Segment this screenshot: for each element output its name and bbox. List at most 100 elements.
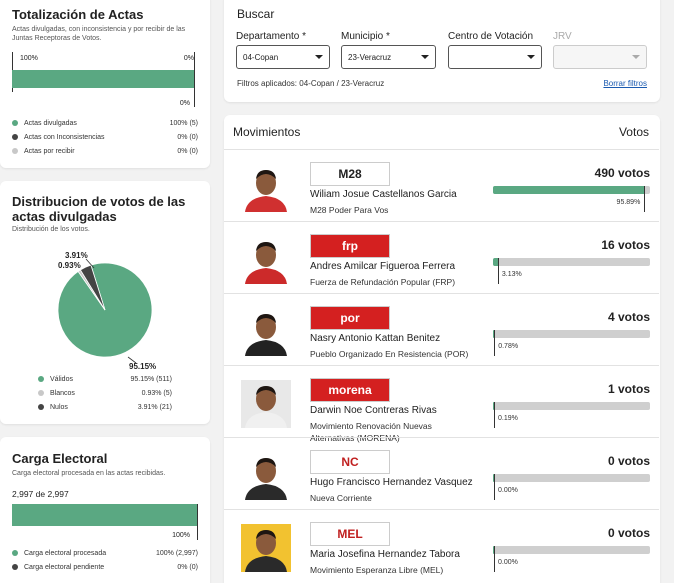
actas-title: Totalización de Actas — [12, 7, 144, 22]
candidate-photo — [241, 308, 291, 356]
candidate-row[interactable]: NC Hugo Francisco Hernandez Vasquez Nuev… — [224, 437, 659, 509]
candidate-party: Movimiento Esperanza Libre (MEL) — [310, 565, 444, 575]
legend-label: Blancos — [50, 389, 75, 397]
candidate-vote-bar-fill — [493, 402, 494, 410]
legend-value: 0.93% (5) — [141, 389, 172, 397]
candidate-row[interactable]: MEL Maria Josefina Hernandez Tabora Movi… — [224, 509, 659, 581]
chevron-down-icon — [315, 55, 323, 59]
municipio-value: 23-Veracruz — [348, 52, 392, 62]
candidate-bar-marker — [494, 546, 495, 572]
candidate-name: Wiliam Josue Castellanos Garcia — [310, 189, 457, 200]
actas-right-label: 0% — [183, 55, 194, 62]
candidate-name: Darwin Noe Contreras Rivas — [310, 405, 437, 416]
actas-progress-fill — [12, 70, 194, 88]
candidate-name: Maria Josefina Hernandez Tabora — [310, 549, 460, 560]
pie-leader-line — [85, 258, 95, 269]
legend-label: Actas divulgadas — [24, 119, 77, 127]
buscar-title: Buscar — [237, 7, 275, 21]
candidate-row[interactable]: por Nasry Antonio Kattan Benitez Pueblo … — [224, 293, 659, 365]
municipio-label: Municipio * — [341, 31, 390, 42]
candidate-row[interactable]: morena Darwin Noe Contreras Rivas Movimi… — [224, 365, 659, 443]
candidate-vote-bar-fill — [493, 186, 644, 194]
borrar-filtros-link[interactable]: Borrar filtros — [603, 79, 647, 88]
actas-legend-item[interactable]: Actas con Inconsistencias 0% (0) — [12, 130, 198, 144]
candidate-vote-bar-fill — [493, 330, 495, 338]
candidate-vote-bar-fill — [493, 546, 494, 554]
chevron-down-icon — [632, 55, 640, 59]
actas-marker-right — [194, 52, 195, 107]
party-logo-text: morena — [328, 383, 372, 397]
distribucion-legend-item[interactable]: Válidos 95.15% (511) — [38, 372, 172, 386]
pie-slice-nulos[interactable] — [79, 264, 106, 311]
carga-card: Carga Electoral Carga electoral procesad… — [0, 437, 210, 583]
party-logo: morena — [310, 378, 390, 402]
carga-legend: Carga electoral procesada 100% (2,997) Car… — [12, 546, 198, 574]
person-avatar-icon — [245, 242, 287, 284]
jrv-select[interactable] — [553, 45, 647, 69]
jrv-label: JRV — [553, 31, 572, 42]
candidate-bar-marker — [497, 258, 499, 284]
candidate-row[interactable]: frp Andres Amilcar Figueroa Ferrera Fuer… — [224, 221, 659, 293]
pie-leader-line-validos — [127, 356, 137, 364]
candidate-bar-marker — [494, 474, 495, 500]
distribucion-subtitle: Distribución de los votos. — [12, 226, 90, 233]
actas-legend: Actas divulgadas 100% (5) Actas con Incons… — [12, 116, 198, 158]
pie-label-blancos: 3.91% — [65, 251, 88, 260]
party-logo: por — [310, 306, 390, 330]
candidate-bar-marker — [643, 186, 645, 212]
legend-dot-icon — [38, 390, 44, 396]
movimientos-title: Movimientos — [233, 125, 301, 139]
candidate-party: Fuerza de Refundación Popular (FRP) — [310, 277, 456, 287]
centro-select[interactable] — [448, 45, 542, 69]
candidate-vote-bar — [493, 546, 650, 554]
actas-legend-item[interactable]: Actas divulgadas 100% (5) — [12, 116, 198, 130]
votos-header: Votos — [618, 125, 649, 139]
legend-value: 100% (5) — [169, 119, 198, 127]
departamento-select[interactable]: 04-Copan — [236, 45, 330, 69]
candidate-votes: 1 votos — [607, 382, 650, 396]
candidate-percent: 3.13% — [501, 271, 522, 278]
actas-progress-bar — [12, 70, 194, 88]
party-logo-text: NC — [341, 455, 359, 469]
carga-marker — [197, 504, 198, 540]
legend-label: Carga electoral procesada — [24, 549, 107, 557]
carga-legend-item[interactable]: Carga electoral procesada 100% (2,997) — [12, 546, 198, 560]
legend-value: 0% (0) — [177, 563, 198, 571]
carga-bottom-label: 100% — [172, 532, 190, 539]
candidate-name: Hugo Francisco Hernandez Vasquez — [310, 477, 473, 488]
candidate-row[interactable]: M28 Wiliam Josue Castellanos Garcia M28 … — [224, 149, 659, 221]
candidate-photo — [241, 164, 291, 212]
centro-label: Centro de Votación — [448, 31, 534, 42]
candidate-bar-marker — [494, 330, 496, 356]
legend-dot-icon — [12, 148, 18, 154]
distribucion-legend-item[interactable]: Blancos 0.93% (5) — [38, 386, 172, 400]
legend-label: Carga electoral pendiente — [24, 563, 105, 571]
filtros-value: 04-Copan / 23-Veracruz — [299, 79, 385, 88]
candidate-vote-bar — [493, 474, 650, 482]
municipio-select[interactable]: 23-Veracruz — [341, 45, 436, 69]
candidate-votes: 4 votos — [607, 310, 650, 324]
candidate-party: Nueva Corriente — [310, 493, 372, 503]
legend-label: Actas con Inconsistencias — [24, 133, 105, 141]
party-logo-text: frp — [342, 239, 358, 253]
carga-count: 2,997 de 2,997 — [12, 489, 69, 499]
chevron-down-icon — [421, 55, 429, 59]
chevron-down-icon — [527, 55, 535, 59]
candidate-party: Movimiento Renovación Nuevas Alternativa… — [310, 421, 432, 443]
candidate-vote-bar — [493, 186, 650, 194]
actas-legend-item[interactable]: Actas por recibir 0% (0) — [12, 144, 198, 158]
party-logo: M28 — [310, 162, 390, 186]
legend-value: 95.15% (511) — [130, 375, 172, 383]
candidate-vote-bar-fill — [493, 258, 498, 266]
legend-dot-icon — [12, 564, 18, 570]
distribucion-legend-item[interactable]: Nulos 3.91% (21) — [38, 400, 172, 414]
party-logo-text: M28 — [338, 167, 362, 181]
carga-legend-item[interactable]: Carga electoral pendiente 0% (0) — [12, 560, 198, 574]
candidate-name: Andres Amilcar Figueroa Ferrera — [310, 261, 456, 272]
legend-dot-icon — [12, 134, 18, 140]
distribucion-card: Distribucion de votos de las actas divul… — [0, 181, 210, 424]
candidate-bar-marker — [494, 402, 495, 428]
candidate-percent: 0.00% — [498, 559, 518, 566]
actas-bottom-label: 0% — [179, 100, 190, 107]
pie-label-validos: 95.15% — [129, 362, 157, 371]
